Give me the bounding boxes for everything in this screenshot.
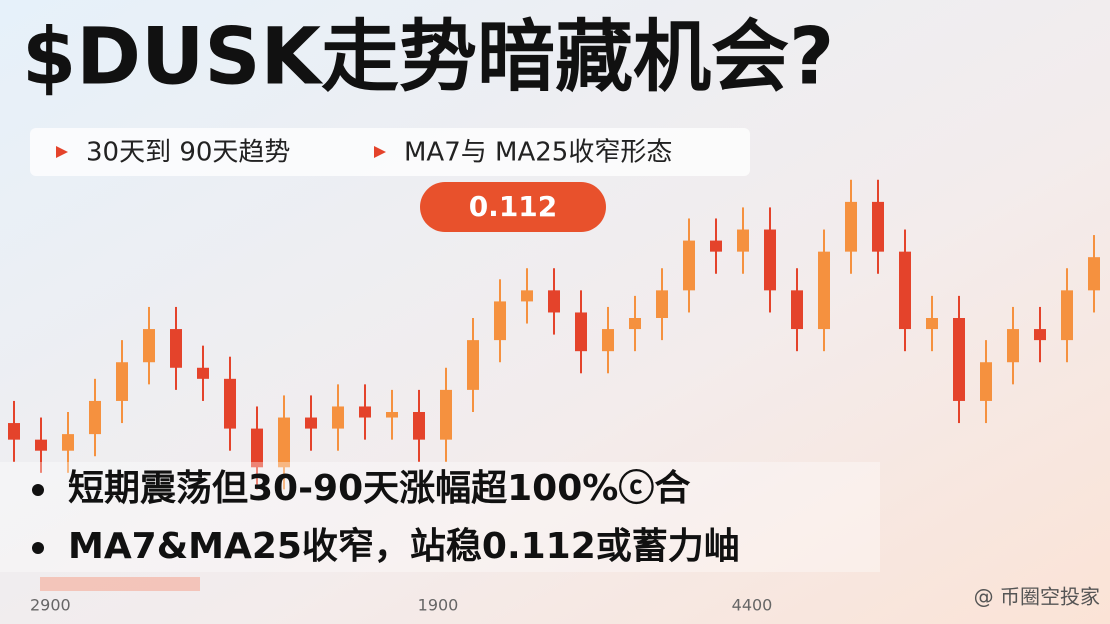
candle-body (1088, 257, 1100, 291)
candle-body (845, 201, 857, 252)
legend-box (30, 128, 750, 176)
candle-body (872, 201, 884, 252)
candle-body (440, 389, 452, 440)
watermark: @ 币圈空投家 (974, 585, 1100, 609)
bullet: 短期震荡但30-90天涨幅超100%ⓒ合 (68, 468, 690, 509)
candle-body (305, 417, 317, 429)
candle-body (224, 378, 236, 429)
candle-body (521, 290, 533, 302)
candle-body (953, 318, 965, 401)
candle-body (575, 312, 587, 352)
candle-body (116, 362, 128, 401)
candle-body (386, 412, 398, 418)
candle-body (710, 240, 722, 252)
candle-body (764, 229, 776, 291)
candle-body (548, 290, 560, 313)
scroll-bar (40, 577, 200, 591)
x-tick-label: 2900 (30, 596, 71, 615)
legend-item: 30天到 90天趋势 (86, 138, 290, 168)
candle-body (413, 412, 425, 440)
bullet-panel (0, 462, 880, 572)
candle-body (197, 367, 209, 379)
candle-body (737, 229, 749, 252)
annotation-bubble (420, 182, 606, 232)
bullet: MA7&MA25收窄，站稳0.112或蓄力岫 (68, 525, 740, 567)
candle-body (467, 340, 479, 390)
legend-marker (374, 146, 386, 158)
candle-body (494, 301, 506, 341)
candle-body (143, 329, 155, 363)
candle-body (1061, 290, 1073, 341)
x-tick-label: 4400 (732, 596, 773, 615)
candle-body (89, 400, 101, 435)
candle-body (278, 417, 290, 468)
candle-body (170, 329, 182, 368)
candle-body (980, 362, 992, 401)
title: $DUSK走势暗藏机会? (22, 12, 834, 102)
candle-body (359, 406, 371, 418)
bullet-dot (32, 484, 44, 496)
candle-body (1007, 329, 1019, 363)
candle-body (62, 434, 74, 451)
candle-body (818, 251, 830, 330)
candle-body (1034, 329, 1046, 341)
legend-marker (56, 146, 68, 158)
candle-body (926, 318, 938, 330)
legend-item: MA7与 MA25收窄形态 (404, 138, 672, 168)
x-tick-label: 1900 (418, 596, 459, 615)
candle-body (35, 439, 47, 451)
annotation: 0.112 (469, 190, 558, 223)
candle-body (791, 290, 803, 330)
candle-body (683, 240, 695, 291)
candle-body (251, 428, 263, 468)
candle-body (899, 251, 911, 330)
candle-body (629, 318, 641, 330)
candle-body (332, 406, 344, 429)
candle-body (602, 329, 614, 352)
bullet-dot (32, 542, 44, 554)
candle-body (656, 290, 668, 318)
candle-body (8, 423, 20, 440)
